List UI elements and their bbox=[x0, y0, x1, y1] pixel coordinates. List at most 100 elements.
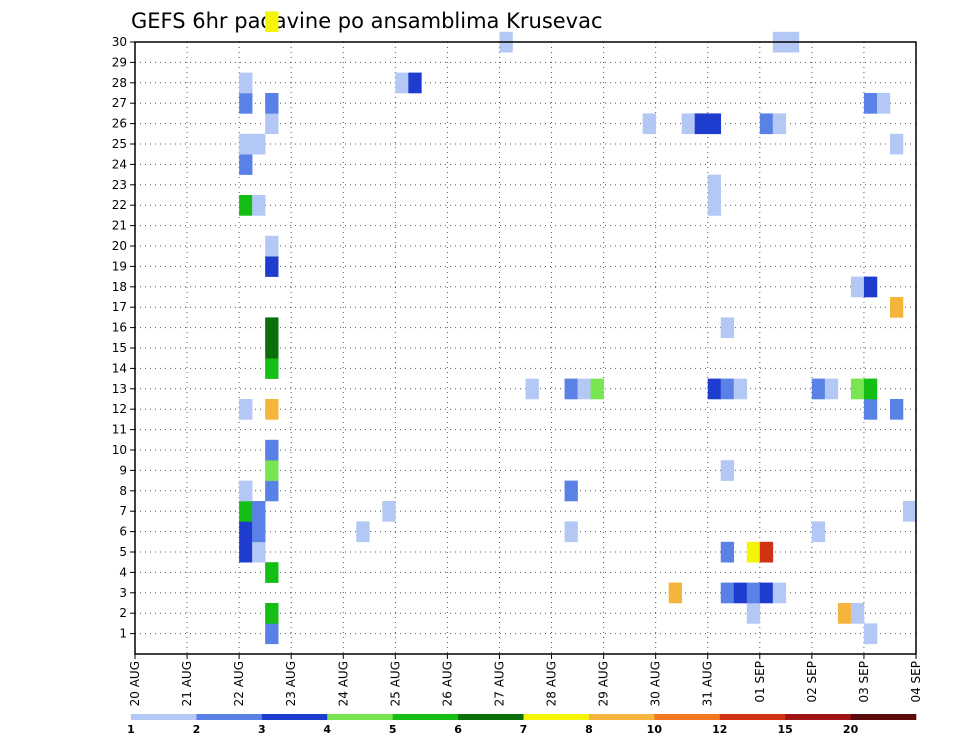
x-tick-label: 25 AUG bbox=[388, 661, 402, 706]
precip-cell bbox=[239, 541, 253, 563]
precip-cell bbox=[252, 133, 266, 155]
precip-cell bbox=[564, 521, 578, 543]
precip-cell bbox=[239, 195, 253, 216]
precip-cell bbox=[577, 378, 591, 400]
colorbar-label: 20 bbox=[843, 723, 859, 736]
precip-cell bbox=[252, 541, 266, 563]
precip-cell bbox=[239, 72, 253, 94]
precip-cell bbox=[707, 113, 722, 135]
precip-cell bbox=[759, 113, 774, 135]
precip-cell bbox=[265, 317, 279, 339]
colorbar-segment bbox=[261, 714, 328, 720]
x-tick-label: 20 AUG bbox=[128, 661, 142, 706]
precip-cell bbox=[252, 501, 266, 522]
x-tick-label: 29 AUG bbox=[597, 661, 611, 706]
y-tick-label: 25 bbox=[112, 137, 127, 151]
y-tick-label: 21 bbox=[112, 219, 127, 233]
precip-cell bbox=[239, 501, 253, 522]
colorbar-segment bbox=[785, 714, 851, 720]
y-tick-label: 13 bbox=[112, 382, 127, 396]
colorbar-segment bbox=[719, 714, 786, 720]
precip-cell bbox=[720, 582, 735, 604]
x-tick-label: 26 AUG bbox=[440, 661, 454, 706]
precip-cell bbox=[252, 521, 266, 543]
precip-cell bbox=[863, 399, 878, 420]
colorbar-label: 2 bbox=[193, 723, 201, 736]
x-tick-label: 01 SEP bbox=[753, 661, 767, 703]
precip-cell bbox=[239, 133, 253, 155]
y-tick-label: 26 bbox=[112, 117, 127, 131]
precip-cell bbox=[239, 399, 253, 420]
colorbar-label: 5 bbox=[389, 723, 397, 736]
precip-cell bbox=[265, 93, 279, 114]
x-tick-label: 21 AUG bbox=[180, 661, 194, 706]
x-tick-label: 31 AUG bbox=[701, 661, 715, 706]
y-tick-label: 14 bbox=[112, 361, 127, 375]
precip-cell bbox=[759, 541, 774, 563]
precip-cell bbox=[382, 501, 396, 522]
precip-cell bbox=[265, 562, 279, 583]
y-tick-label: 2 bbox=[119, 606, 127, 620]
precip-cell bbox=[239, 521, 253, 543]
precip-cell bbox=[889, 297, 904, 318]
y-tick-label: 7 bbox=[119, 504, 127, 518]
y-tick-label: 23 bbox=[112, 178, 127, 192]
x-tick-label: 24 AUG bbox=[336, 661, 350, 706]
y-tick-label: 22 bbox=[112, 198, 127, 212]
colorbar-segment bbox=[850, 714, 917, 720]
y-tick-label: 12 bbox=[112, 402, 127, 416]
precip-cell bbox=[265, 460, 279, 481]
y-tick-label: 9 bbox=[119, 463, 127, 477]
colorbar-label: 10 bbox=[647, 723, 663, 736]
precip-cell bbox=[720, 378, 735, 400]
precip-cell bbox=[811, 378, 826, 400]
colorbar-segment bbox=[588, 714, 655, 720]
precip-cell bbox=[564, 378, 578, 400]
precip-cell bbox=[863, 93, 878, 114]
colorbar-label: 6 bbox=[454, 723, 462, 736]
precip-cell bbox=[850, 378, 865, 400]
y-tick-label: 28 bbox=[112, 76, 127, 90]
precip-cell bbox=[681, 113, 696, 135]
precip-cell bbox=[564, 480, 578, 502]
chart-title: GEFS 6hr padavine po ansamblima Krusevac bbox=[131, 9, 603, 33]
precip-cell bbox=[733, 378, 748, 400]
precip-cell bbox=[811, 521, 826, 543]
precip-cell bbox=[863, 378, 878, 400]
colorbar-label: 1 bbox=[127, 723, 135, 736]
x-axis-ticks: 20 AUG 21 AUG 22 AUG 23 AUG 24 AUG 25 AUG 26 A… bbox=[128, 654, 923, 706]
precip-cell bbox=[889, 133, 904, 155]
y-tick-label: 19 bbox=[112, 259, 127, 273]
precip-cell bbox=[265, 11, 279, 33]
precip-cell bbox=[694, 113, 709, 135]
precip-cell bbox=[863, 623, 878, 645]
precip-cell bbox=[265, 439, 279, 461]
precip-cell bbox=[356, 521, 370, 543]
precip-cell bbox=[720, 460, 735, 481]
y-tick-label: 29 bbox=[112, 55, 127, 69]
colorbar-segment bbox=[458, 714, 524, 720]
colorbar-label: 15 bbox=[778, 723, 793, 736]
precip-cell bbox=[720, 317, 735, 339]
x-tick-label: 27 AUG bbox=[492, 661, 506, 706]
precip-cell bbox=[850, 276, 865, 298]
x-tick-label: 22 AUG bbox=[232, 661, 246, 706]
precip-cell bbox=[824, 378, 839, 400]
colorbar-label: 8 bbox=[585, 723, 593, 736]
precip-cell bbox=[668, 582, 682, 604]
colorbar-segment bbox=[523, 714, 590, 720]
precip-cell bbox=[746, 582, 761, 604]
precip-cell bbox=[837, 603, 852, 624]
precip-cell bbox=[239, 93, 253, 114]
precip-cell bbox=[772, 113, 787, 135]
precip-cell bbox=[902, 501, 917, 522]
precip-cell bbox=[759, 582, 774, 604]
precip-cell bbox=[746, 603, 761, 624]
precip-cell bbox=[863, 276, 878, 298]
precip-cell bbox=[239, 480, 253, 502]
precip-cell bbox=[850, 603, 865, 624]
precip-cell bbox=[889, 399, 904, 420]
precip-cell bbox=[265, 399, 279, 420]
colorbar-label: 4 bbox=[323, 723, 331, 736]
precip-cell bbox=[707, 195, 722, 216]
